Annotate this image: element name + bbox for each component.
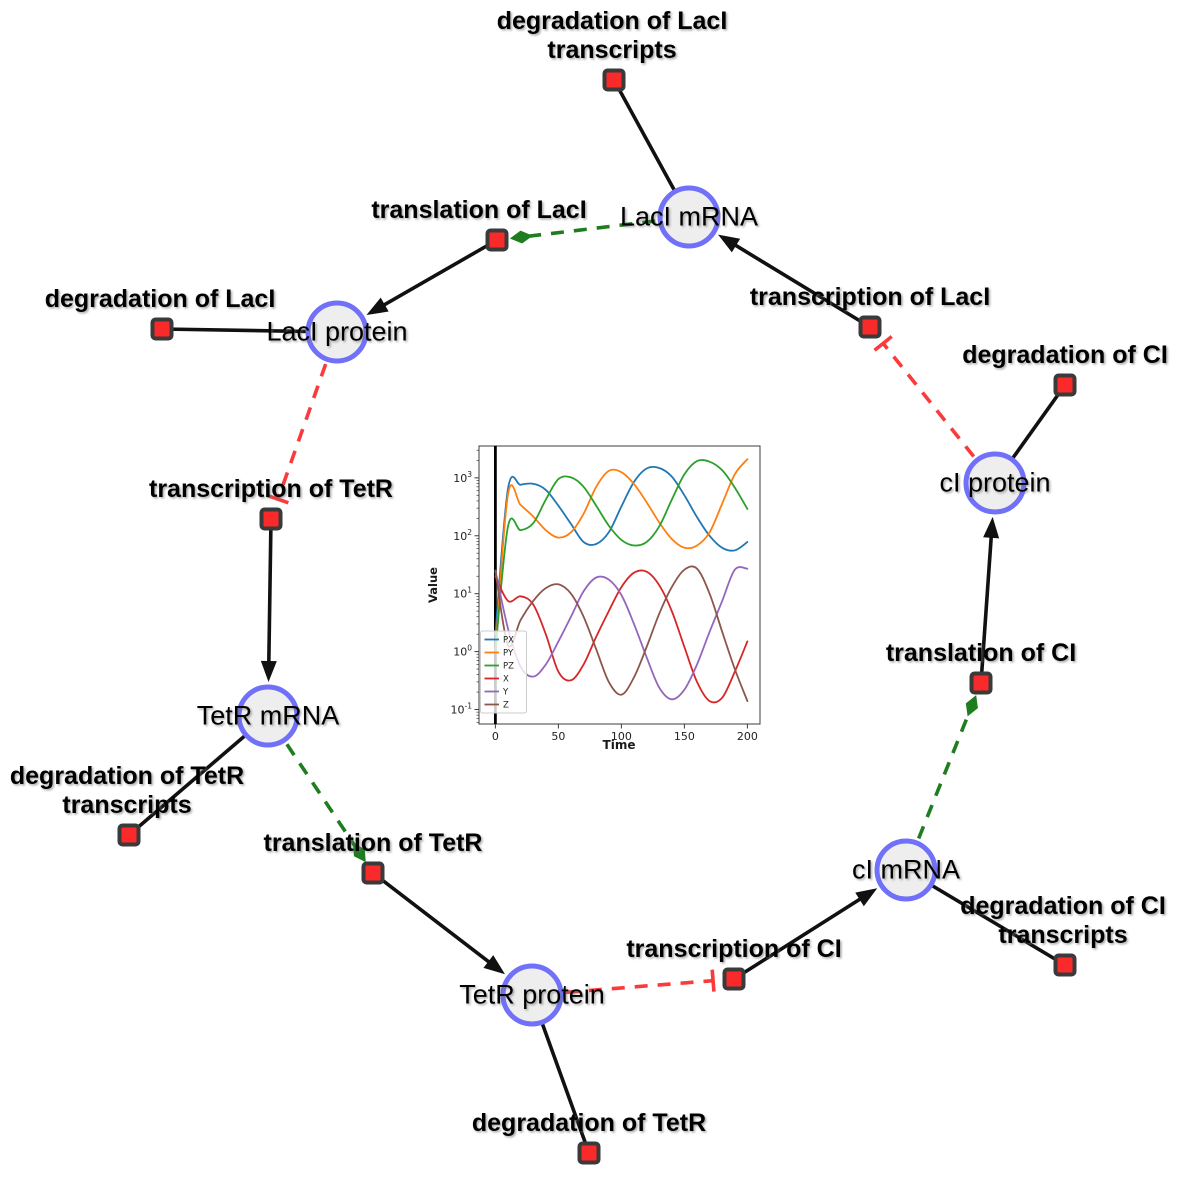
edge-tc-tetr-tetr-mrna [266, 518, 273, 667]
species-label-tetr-protein: TetR protein [459, 979, 605, 1010]
species-label-ci-protein: cI protein [939, 467, 1051, 498]
species-node-laci-mrna [657, 185, 721, 249]
edge-tl-laci-laci-protein [379, 238, 498, 309]
reaction-node-tl-laci [485, 228, 509, 252]
series-px-line [494, 465, 749, 636]
reaction-label-deg-tetr: degradation of TetR [471, 1109, 707, 1137]
x-tick-label: 200 [737, 730, 758, 743]
reaction-node-tc-tetr [259, 507, 283, 531]
reaction-label-deg-ci-tx: degradation of CI transcripts [960, 892, 1166, 949]
species-node-tetr-protein [500, 963, 564, 1027]
reaction-label-tc-ci: transcription of CI [626, 935, 842, 963]
y-tick-label: 101 [453, 586, 472, 601]
y-tick-label: 102 [453, 528, 472, 543]
reaction-node-deg-tetr [577, 1141, 601, 1165]
species-label-ci-mrna: cI mRNA [852, 854, 960, 885]
reaction-label-tc-tetr: transcription of TetR [149, 475, 393, 503]
reaction-node-deg-ci-tx [1053, 953, 1077, 977]
y-tick-label: 100 [453, 644, 472, 659]
legend-label-px: PX [503, 636, 514, 646]
simulation-plot: 10-1 100 101 102 103 0 50 100 150 200 PX PY PZ XYZ [424, 437, 770, 761]
reaction-label-tl-ci: translation of CI [885, 639, 1077, 667]
reaction-label-tc-laci: transcription of LacI [749, 283, 991, 311]
edge-laci-mrna-tl-laci-diamond [509, 230, 533, 244]
reaction-node-deg-laci [150, 317, 174, 341]
x-tick-label: 0 [492, 730, 499, 743]
reaction-node-deg-tetr-tx [117, 823, 141, 847]
y-tick-label: 103 [453, 470, 472, 485]
series-py-line [494, 458, 749, 653]
legend-label-y: Y [502, 688, 509, 698]
edge-tl-laci-laci-protein-arrowhead [366, 297, 389, 316]
edge-tc-ci-ci-mrna-arrowhead [855, 888, 878, 907]
reaction-node-tc-laci [858, 315, 882, 339]
reaction-label-tl-tetr: translation of TetR [263, 829, 483, 857]
species-node-ci-protein [963, 451, 1027, 515]
edge-ci-protein-tc-laci-tbar [873, 335, 893, 352]
simulation-chart: 10-1 100 101 102 103 0 50 100 150 200 PX PY PZ X Y Z Ti… [424, 437, 770, 761]
chart-legend: PX PY PZ XYZ [480, 630, 527, 714]
legend-box [480, 630, 527, 714]
edge-ci-mrna-tl-ci [916, 712, 971, 840]
series-x-line [494, 569, 749, 704]
edge-tl-ci-ci-protein-arrowhead [983, 516, 1000, 539]
edge-ci-mrna-tl-ci-diamond [965, 695, 978, 717]
x-tick-label: 150 [674, 730, 695, 743]
reaction-label-deg-ci: degradation of CI [962, 341, 1168, 369]
reaction-label-deg-laci: degradation of LacI [44, 285, 276, 313]
edge-tl-tetr-tetr-protein-arrowhead [483, 955, 506, 975]
species-label-tetr-mrna: TetR mRNA [196, 700, 340, 731]
series-z-line [494, 565, 749, 702]
edge-ci-protein-tc-laci [881, 342, 976, 458]
series-pz-line [494, 459, 749, 653]
species-label-laci-mrna: LacI mRNA [619, 201, 759, 232]
y-tick-label: 10-1 [451, 702, 473, 717]
edge-tc-tetr-tetr-mrna-arrowhead [260, 660, 277, 683]
edge-tc-laci-laci-mrna-arrowhead [718, 234, 741, 253]
reaction-node-tc-ci [722, 967, 746, 991]
species-node-laci-protein [305, 300, 369, 364]
reaction-label-deg-laci-tx: degradation of LacI transcripts [496, 7, 728, 64]
x-tick-label: 50 [551, 730, 565, 743]
chart-ylabel: Value [426, 567, 440, 603]
chart-xlabel: Time [602, 738, 636, 752]
legend-label-x: X [503, 675, 509, 685]
legend-label-py: PY [503, 649, 514, 659]
reaction-node-tl-ci [969, 671, 993, 695]
species-node-ci-mrna [874, 838, 938, 902]
edge-tl-tetr-tetr-protein [371, 871, 494, 966]
reaction-node-deg-laci-tx [602, 68, 626, 92]
reaction-label-deg-tetr-tx: degradation of TetR transcripts [9, 762, 245, 819]
reaction-label-tl-laci: translation of LacI [371, 196, 587, 224]
species-node-tetr-mrna [236, 684, 300, 748]
edge-tetr-protein-tc-ci-tbar [710, 969, 716, 992]
reaction-node-tl-tetr [361, 861, 385, 885]
reaction-node-deg-ci [1053, 373, 1077, 397]
species-label-laci-protein: LacI protein [266, 316, 408, 347]
legend-label-pz: PZ [503, 662, 514, 672]
series-y-line [494, 566, 749, 701]
x-tick-label: 100 [611, 730, 632, 743]
legend-label-z: Z [503, 701, 509, 711]
